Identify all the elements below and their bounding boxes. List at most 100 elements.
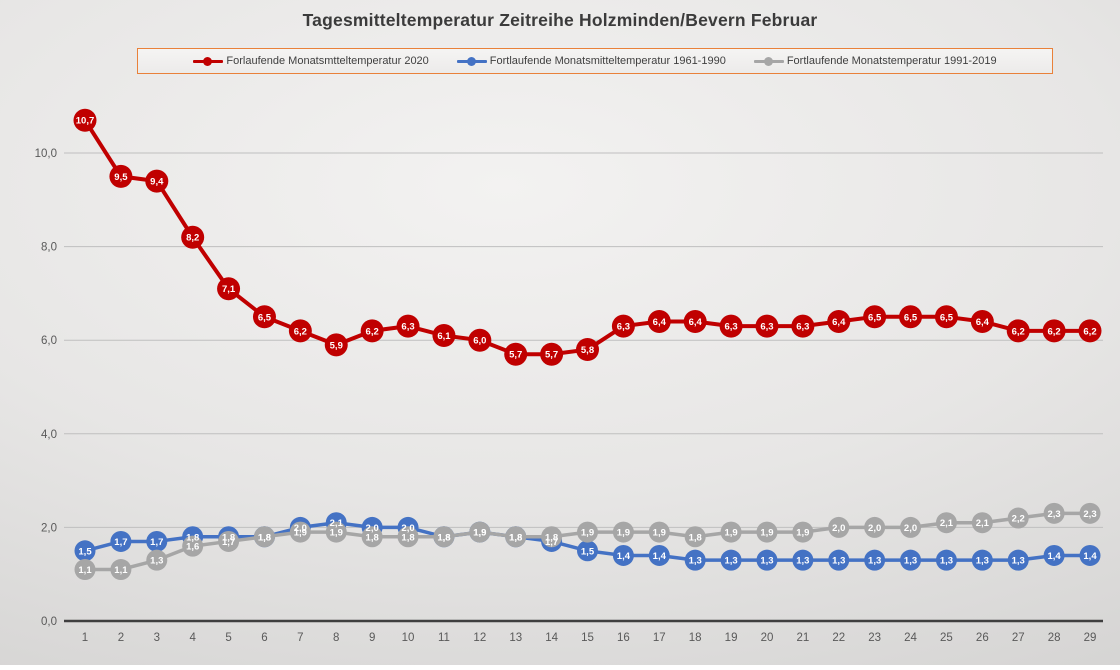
data-point-marker-s0-d12: [468, 328, 492, 352]
data-label-s0-d22: 6,4: [832, 317, 846, 328]
data-label-s1-d11: 1,8: [437, 532, 450, 543]
data-label-s0-d14: 5,7: [545, 350, 558, 361]
data-label-s2-d23: 2,0: [868, 523, 881, 534]
x-axis-tick-label: 22: [832, 632, 845, 644]
y-axis-tick-label: 2,0: [41, 522, 57, 534]
data-point-marker-s0-d5: [217, 277, 241, 301]
data-label-s1-d14: 1,7: [545, 537, 558, 548]
data-point-marker-s2-d10: [397, 526, 419, 548]
data-point-marker-s1-d22: [828, 549, 850, 571]
data-label-s0-d25: 6,5: [940, 312, 954, 323]
data-label-s0-d17: 6,4: [653, 317, 667, 328]
data-label-s1-d7: 2,0: [294, 523, 307, 534]
data-label-s1-d17: 1,4: [653, 551, 667, 562]
data-point-marker-s2-d18: [684, 526, 706, 548]
data-label-s2-d12: 1,9: [473, 528, 486, 539]
y-axis-tick-label: 10,0: [35, 148, 57, 160]
data-label-s1-d10: 2,0: [401, 523, 414, 534]
data-point-marker-s1-d19: [720, 549, 742, 571]
x-axis-tick-label: 6: [261, 632, 267, 644]
data-label-s0-d1: 10,7: [76, 116, 95, 127]
data-label-s1-d25: 1,3: [940, 556, 953, 567]
data-label-s1-d13: 1,8: [509, 532, 522, 543]
data-point-marker-s1-d17: [648, 544, 670, 566]
data-label-s0-d27: 6,2: [1012, 326, 1025, 337]
data-point-marker-s2-d24: [900, 516, 922, 538]
data-label-s0-d8: 5,9: [330, 340, 343, 351]
data-point-marker-s2-d22: [828, 516, 850, 538]
y-axis-tick-label: 0,0: [41, 616, 57, 628]
data-label-s2-d3: 1,3: [150, 556, 163, 567]
data-point-marker-s1-d23: [864, 549, 886, 571]
x-axis-tick-label: 23: [868, 632, 881, 644]
data-point-marker-s1-d24: [900, 549, 922, 571]
data-label-s0-d2: 9,5: [114, 172, 128, 183]
x-axis-tick-label: 18: [689, 632, 702, 644]
data-label-s0-d23: 6,5: [868, 312, 882, 323]
data-point-marker-s1-d20: [756, 549, 778, 571]
data-label-s1-d2: 1,7: [114, 537, 127, 548]
x-axis-tick-label: 26: [976, 632, 989, 644]
data-point-marker-s2-d3: [146, 549, 168, 571]
data-point-marker-s0-d29: [1078, 319, 1102, 343]
x-axis-tick-label: 28: [1048, 632, 1061, 644]
data-label-s1-d28: 1,4: [1048, 551, 1062, 562]
data-point-marker-s2-d5: [218, 530, 240, 552]
x-axis-tick-label: 29: [1084, 632, 1097, 644]
data-label-s2-d21: 1,9: [796, 528, 809, 539]
data-point-marker-s2-d7: [289, 521, 311, 543]
data-point-marker-s0-d23: [863, 305, 887, 329]
x-axis-tick-label: 12: [473, 632, 486, 644]
data-point-marker-s0-d9: [360, 319, 384, 343]
data-label-s1-d12: 1,9: [473, 528, 486, 539]
x-axis-tick-label: 8: [333, 632, 339, 644]
data-label-s1-d19: 1,3: [724, 556, 737, 567]
data-point-marker-s2-d9: [361, 526, 383, 548]
data-label-s2-d17: 1,9: [653, 528, 666, 539]
data-point-marker-s0-d3: [145, 169, 169, 193]
data-label-s2-d5: 1,7: [222, 537, 235, 548]
data-point-marker-s1-d26: [971, 549, 993, 571]
data-label-s0-d26: 6,4: [976, 317, 990, 328]
x-axis-tick-label: 24: [904, 632, 917, 644]
data-point-marker-s2-d16: [612, 521, 634, 543]
data-point-marker-s1-d15: [577, 540, 599, 562]
data-point-marker-s0-d19: [719, 314, 743, 338]
data-point-marker-s0-d15: [576, 338, 600, 362]
chart-legend: Forlaufende Monatsmtteltemperatur 2020 F…: [137, 48, 1053, 74]
x-axis-tick-label: 9: [369, 632, 375, 644]
data-label-s2-d9: 1,8: [366, 532, 379, 543]
data-label-s1-d16: 1,4: [617, 551, 631, 562]
chart-title: Tagesmitteltemperatur Zeitreihe Holzmind…: [302, 10, 818, 30]
data-point-marker-s0-d10: [396, 314, 420, 338]
data-point-marker-s2-d29: [1079, 502, 1101, 524]
data-label-s2-d11: 1,8: [437, 532, 450, 543]
data-point-marker-s0-d7: [288, 319, 312, 343]
legend-label-1991-2019: Fortlaufende Monatstemperatur 1991-2019: [786, 55, 997, 67]
data-label-s2-d4: 1,6: [186, 542, 199, 553]
data-label-s0-d10: 6,3: [401, 322, 414, 333]
x-axis-tick-label: 2: [118, 632, 124, 644]
x-axis-tick-label: 15: [581, 632, 594, 644]
data-label-s0-d13: 5,7: [509, 350, 522, 361]
data-point-marker-s2-d27: [1007, 507, 1029, 529]
y-axis-tick-label: 8,0: [41, 242, 57, 254]
data-point-marker-s2-d4: [182, 535, 204, 557]
data-point-marker-s2-d2: [110, 559, 132, 581]
data-label-s1-d8: 2,1: [330, 518, 344, 529]
data-label-s1-d27: 1,3: [1012, 556, 1025, 567]
data-label-s2-d2: 1,1: [114, 565, 128, 576]
data-point-marker-s2-d6: [253, 526, 275, 548]
data-label-s0-d4: 8,2: [186, 233, 199, 244]
data-label-s1-d4: 1,8: [186, 532, 199, 543]
data-label-s2-d28: 2,3: [1048, 509, 1061, 520]
data-label-s0-d18: 6,4: [689, 317, 703, 328]
data-label-s2-d18: 1,8: [689, 532, 702, 543]
data-label-s1-d21: 1,3: [796, 556, 809, 567]
x-axis-tick-label: 3: [154, 632, 160, 644]
data-label-s2-d15: 1,9: [581, 528, 594, 539]
data-label-s2-d27: 2,2: [1012, 514, 1025, 525]
x-axis-tick-label: 17: [653, 632, 666, 644]
data-point-marker-s2-d14: [541, 526, 563, 548]
